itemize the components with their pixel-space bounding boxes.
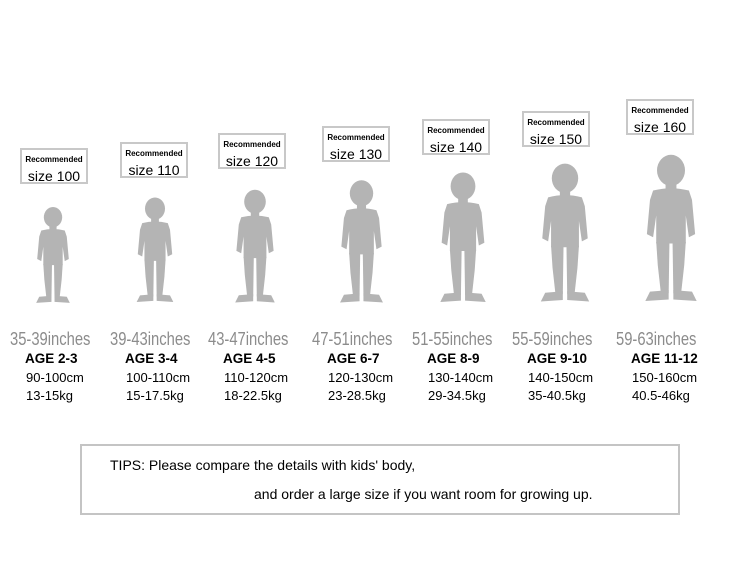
recommended-size-box: Recommended size 120	[218, 133, 286, 169]
child-silhouette-icon	[228, 188, 282, 309]
size-value: size 140	[429, 139, 483, 155]
height-inches: 35-39inches	[10, 329, 91, 349]
size-column-150: Recommended size 150 55-59inches AGE 9-1…	[512, 0, 627, 420]
size-value: size 120	[225, 153, 279, 169]
tips-text-line2: and order a large size if you want room …	[254, 486, 593, 502]
child-silhouette-icon	[332, 179, 391, 309]
age-range: AGE 6-7	[327, 351, 380, 366]
tips-text-line1: TIPS: Please compare the details with ki…	[110, 457, 416, 473]
height-inches: 59-63inches	[616, 329, 697, 349]
recommended-label: Recommended	[327, 133, 385, 142]
weight-kg: 35-40.5kg	[528, 388, 586, 403]
recommended-size-box: Recommended size 110	[120, 142, 188, 178]
recommended-size-box: Recommended size 140	[422, 119, 490, 155]
height-inches: 39-43inches	[110, 329, 191, 349]
age-range: AGE 3-4	[125, 351, 178, 366]
recommended-size-box: Recommended size 150	[522, 111, 590, 147]
recommended-label: Recommended	[427, 126, 485, 135]
height-cm: 120-130cm	[328, 370, 394, 385]
age-range: AGE 11-12	[631, 351, 698, 366]
recommended-label: Recommended	[25, 155, 83, 164]
age-range: AGE 2-3	[25, 351, 78, 366]
age-range: AGE 9-10	[527, 351, 588, 366]
recommended-label: Recommended	[631, 106, 689, 115]
child-silhouette-icon	[636, 153, 706, 309]
size-value: size 160	[633, 119, 687, 135]
size-value: size 100	[27, 168, 81, 184]
height-cm: 130-140cm	[428, 370, 494, 385]
size-value: size 110	[128, 162, 180, 178]
size-column-100: Recommended size 100 35-39inches AGE 2-3…	[10, 0, 125, 420]
child-silhouette-icon	[130, 196, 180, 308]
size-column-110: Recommended size 110 39-43inches AGE 3-4…	[110, 0, 225, 420]
weight-kg: 29-34.5kg	[428, 388, 486, 403]
height-cm: 150-160cm	[632, 370, 698, 385]
weight-kg: 15-17.5kg	[126, 388, 184, 403]
weight-kg: 13-15kg	[26, 388, 73, 403]
weight-kg: 40.5-46kg	[632, 388, 690, 403]
size-value: size 130	[329, 146, 383, 162]
age-range: AGE 4-5	[223, 351, 276, 366]
height-cm: 140-150cm	[528, 370, 594, 385]
weight-kg: 23-28.5kg	[328, 388, 386, 403]
size-column-140: Recommended size 140 51-55inches AGE 8-9…	[412, 0, 527, 420]
child-silhouette-icon	[30, 206, 76, 308]
height-inches: 43-47inches	[208, 329, 289, 349]
height-cm: 110-120cm	[224, 370, 289, 385]
child-silhouette-icon	[532, 162, 598, 309]
size-column-120: Recommended size 120 43-47inches AGE 4-5…	[208, 0, 323, 420]
recommended-label: Recommended	[527, 118, 585, 127]
age-range: AGE 8-9	[427, 351, 480, 366]
recommended-label: Recommended	[125, 149, 183, 158]
child-silhouette-icon	[432, 171, 494, 309]
height-inches: 55-59inches	[512, 329, 593, 349]
height-cm: 90-100cm	[26, 370, 84, 385]
recommended-size-box: Recommended size 160	[626, 99, 694, 135]
recommended-size-box: Recommended size 130	[322, 126, 390, 162]
tips-box: TIPS: Please compare the details with ki…	[80, 444, 680, 515]
size-column-160: Recommended size 160 59-63inches AGE 11-…	[616, 0, 731, 420]
size-column-130: Recommended size 130 47-51inches AGE 6-7…	[312, 0, 427, 420]
size-value: size 150	[529, 131, 583, 147]
height-inches: 51-55inches	[412, 329, 493, 349]
height-cm: 100-110cm	[126, 370, 191, 385]
height-inches: 47-51inches	[312, 329, 393, 349]
recommended-size-box: Recommended size 100	[20, 148, 88, 184]
weight-kg: 18-22.5kg	[224, 388, 282, 403]
recommended-label: Recommended	[223, 140, 281, 149]
